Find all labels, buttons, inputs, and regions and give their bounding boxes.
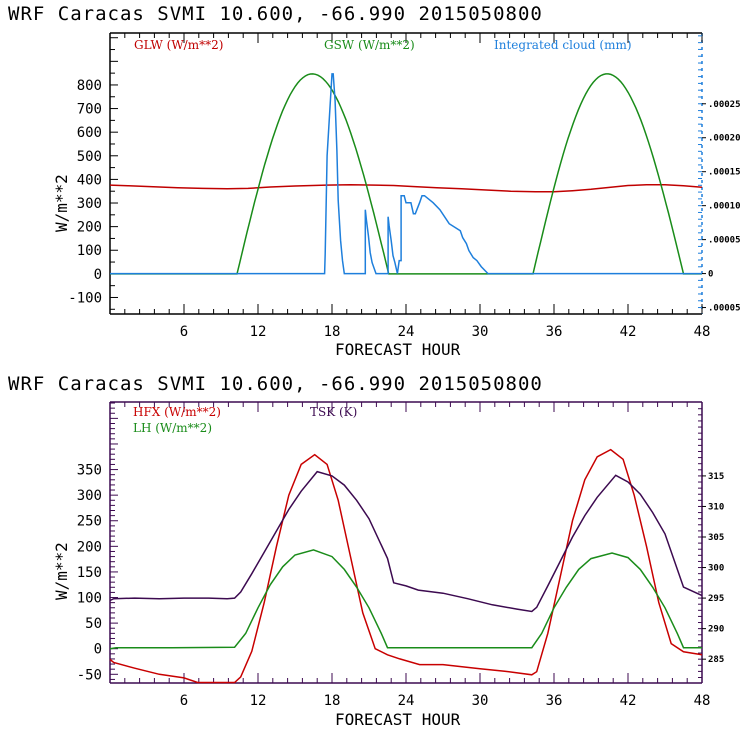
bottom-chart-xlabel: FORECAST HOUR bbox=[335, 710, 461, 729]
x-tick-label: 6 bbox=[180, 693, 188, 709]
bottom-chart-title: WRF Caracas SVMI 10.600, -66.990 2015050… bbox=[8, 373, 543, 395]
top-chart-series bbox=[109, 73, 703, 275]
x-tick-label: 12 bbox=[250, 324, 267, 340]
x-tick-label: 18 bbox=[324, 324, 341, 340]
y-tick-label: 250 bbox=[77, 514, 102, 530]
bottom-chart-series bbox=[109, 448, 703, 684]
y-tick-label: 100 bbox=[77, 243, 102, 259]
y-tick-label: 100 bbox=[77, 591, 102, 607]
x-tick-label: 42 bbox=[620, 324, 637, 340]
legend-hfx: HFX (W/m**2) bbox=[133, 405, 221, 419]
y-tick-label: 200 bbox=[77, 539, 102, 555]
y-tick-label: 300 bbox=[77, 196, 102, 212]
y-tick-label: 400 bbox=[77, 172, 102, 188]
bottom-chart-ylabel: W/m**2 bbox=[52, 542, 71, 600]
y-tick-label: 150 bbox=[77, 565, 102, 581]
x-tick-label: 48 bbox=[694, 693, 711, 709]
x-tick-label: 42 bbox=[620, 693, 637, 709]
y-tick-label: -50 bbox=[77, 667, 102, 683]
y2-tick-label: .00020 bbox=[708, 134, 740, 144]
x-tick-label: 24 bbox=[398, 324, 415, 340]
y-tick-label: 800 bbox=[77, 78, 102, 94]
y-tick-label: 0 bbox=[94, 642, 102, 658]
y2-tick-label: .00025 bbox=[708, 100, 740, 110]
bottom-chart-axes: 6 12 18 24 30 36 42 48 350 300 250 200 150 100 50 0 -50 3… bbox=[77, 401, 724, 709]
y-tick-label: 600 bbox=[77, 125, 102, 141]
y-tick-label: 700 bbox=[77, 102, 102, 118]
y2-tick-label: 300 bbox=[708, 564, 724, 574]
legend-tsk: TSK (K) bbox=[310, 405, 357, 419]
y2-tick-label: 295 bbox=[708, 594, 724, 604]
x-tick-label: 18 bbox=[324, 693, 341, 709]
x-tick-label: 48 bbox=[694, 324, 711, 340]
y-tick-label: -100 bbox=[68, 290, 102, 306]
top-chart: WRF Caracas SVMI 10.600, -66.990 2015050… bbox=[8, 3, 740, 359]
y2-tick-label: 285 bbox=[708, 655, 724, 665]
x-tick-label: 36 bbox=[546, 693, 563, 709]
legend-glw: GLW (W/m**2) bbox=[134, 38, 223, 52]
series-line-tsk bbox=[109, 470, 703, 613]
x-tick-label: 24 bbox=[398, 693, 415, 709]
y2-tick-label: 310 bbox=[708, 502, 724, 512]
y-tick-label: 50 bbox=[85, 616, 102, 632]
y2-tick-label: 0 bbox=[708, 270, 713, 280]
series-line-glw bbox=[109, 184, 703, 193]
bottom-chart: WRF Caracas SVMI 10.600, -66.990 2015050… bbox=[8, 373, 724, 729]
x-tick-label: 36 bbox=[546, 324, 563, 340]
top-chart-axes: 6 12 18 24 30 36 42 48 800 700 600 500 400 300 200 100 0… bbox=[68, 32, 740, 340]
y2-tick-label: 290 bbox=[708, 625, 724, 635]
series-line-hfx bbox=[109, 448, 703, 684]
series-line-lh bbox=[109, 549, 702, 650]
top-chart-ylabel: W/m**2 bbox=[52, 174, 71, 232]
top-chart-xlabel: FORECAST HOUR bbox=[335, 340, 461, 359]
legend-integrated-cloud: Integrated cloud (mm) bbox=[494, 38, 632, 52]
x-tick-label: 12 bbox=[250, 693, 267, 709]
y2-tick-label: 305 bbox=[708, 533, 724, 543]
series-line-integrated bbox=[110, 73, 702, 275]
y2-tick-label: .00010 bbox=[708, 202, 740, 212]
x-tick-label: 30 bbox=[472, 693, 489, 709]
y-tick-label: 350 bbox=[77, 463, 102, 479]
y-tick-label: 200 bbox=[77, 220, 102, 236]
y2-tick-label: .00005 bbox=[708, 304, 740, 314]
y-tick-label: 300 bbox=[77, 488, 102, 504]
top-chart-title: WRF Caracas SVMI 10.600, -66.990 2015050… bbox=[8, 3, 543, 25]
legend-lh: LH (W/m**2) bbox=[133, 421, 212, 435]
x-tick-label: 30 bbox=[472, 324, 489, 340]
y2-tick-label: .00015 bbox=[708, 168, 740, 178]
x-tick-label: 6 bbox=[180, 324, 188, 340]
y-tick-label: 0 bbox=[94, 267, 102, 283]
y2-tick-label: .00005 bbox=[708, 236, 740, 246]
y-tick-label: 500 bbox=[77, 149, 102, 165]
y2-tick-label: 315 bbox=[708, 472, 724, 482]
legend-gsw: GSW (W/m**2) bbox=[324, 38, 415, 52]
series-line-gsw bbox=[110, 73, 702, 275]
